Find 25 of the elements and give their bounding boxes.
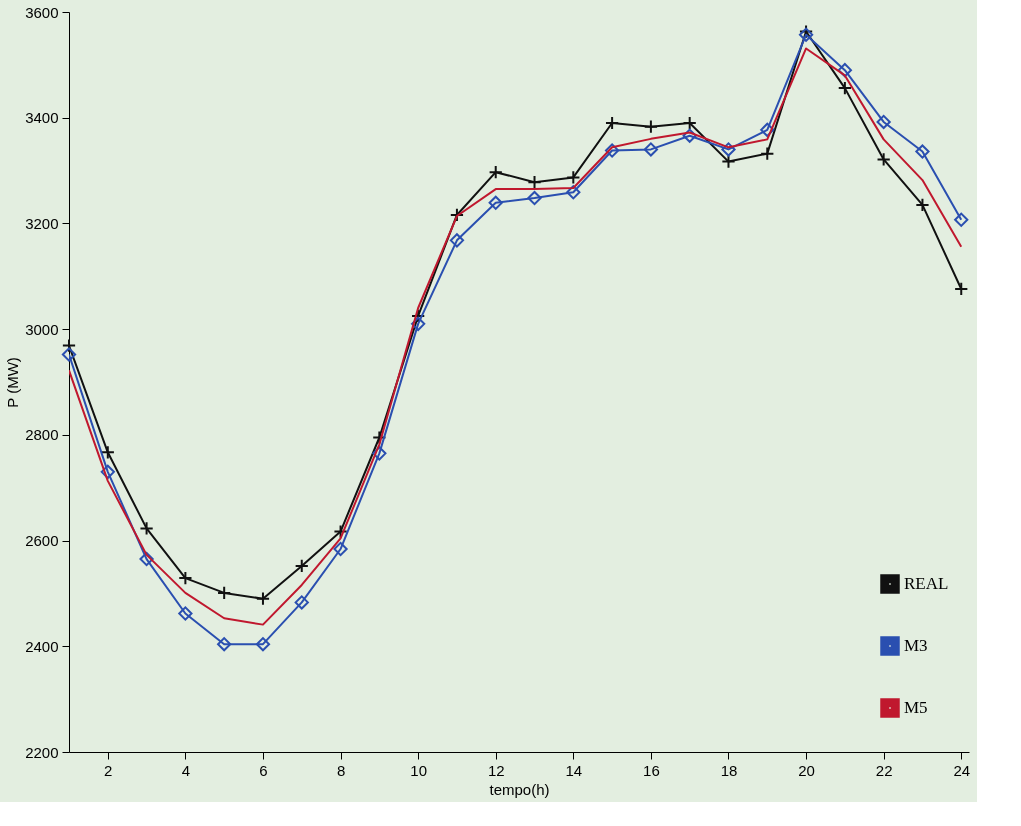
y-axis-title: P (MW) <box>4 357 22 408</box>
x-tick-label: 20 <box>798 761 815 779</box>
x-axis-title: tempo(h) <box>489 780 550 798</box>
x-tick-label: 18 <box>720 761 738 779</box>
legend-label: M5 <box>904 698 928 717</box>
legend-label: M3 <box>904 636 928 655</box>
y-tick-label: 2800 <box>25 426 59 444</box>
y-tick-label: 3000 <box>25 320 59 338</box>
legend-label: REAL <box>904 574 949 593</box>
x-tick-label: 2 <box>104 761 113 779</box>
y-tick-label: 3200 <box>25 214 59 232</box>
y-tick-label: 2600 <box>25 532 59 550</box>
x-tick-label: 10 <box>410 761 427 779</box>
x-tick-label: 4 <box>181 761 191 779</box>
y-tick-label: 3600 <box>25 3 59 21</box>
y-tick-label: 2200 <box>25 743 59 761</box>
x-tick-label: 14 <box>565 761 583 779</box>
x-tick-label: 24 <box>953 761 971 779</box>
x-tick-label: 12 <box>487 761 505 779</box>
x-tick-label: 16 <box>643 761 660 779</box>
y-tick-label: 2400 <box>25 637 59 655</box>
x-tick-label: 6 <box>259 761 268 779</box>
y-tick-label: 3400 <box>25 109 59 127</box>
x-tick-label: 8 <box>336 761 346 779</box>
x-tick-label: 22 <box>875 761 893 779</box>
